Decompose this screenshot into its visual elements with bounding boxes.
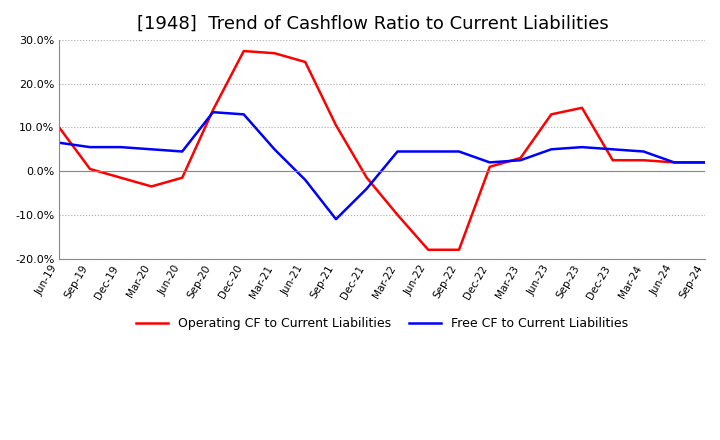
Operating CF to Current Liabilities bbox=[393, 212, 402, 217]
Operating CF to Current Liabilities bbox=[701, 160, 709, 165]
Operating CF to Current Liabilities bbox=[178, 175, 186, 180]
Free CF to Current Liabilities bbox=[301, 177, 310, 183]
Operating CF to Current Liabilities bbox=[577, 105, 586, 110]
Operating CF to Current Liabilities bbox=[516, 155, 525, 161]
Operating CF to Current Liabilities bbox=[547, 112, 556, 117]
Free CF to Current Liabilities bbox=[55, 140, 63, 145]
Free CF to Current Liabilities bbox=[86, 144, 94, 150]
Free CF to Current Liabilities bbox=[608, 147, 617, 152]
Operating CF to Current Liabilities bbox=[362, 175, 371, 180]
Free CF to Current Liabilities bbox=[516, 158, 525, 163]
Line: Free CF to Current Liabilities: Free CF to Current Liabilities bbox=[59, 112, 705, 219]
Free CF to Current Liabilities bbox=[240, 112, 248, 117]
Free CF to Current Liabilities bbox=[485, 160, 494, 165]
Operating CF to Current Liabilities bbox=[55, 125, 63, 130]
Legend: Operating CF to Current Liabilities, Free CF to Current Liabilities: Operating CF to Current Liabilities, Fre… bbox=[131, 312, 633, 335]
Operating CF to Current Liabilities bbox=[301, 59, 310, 65]
Free CF to Current Liabilities bbox=[577, 144, 586, 150]
Free CF to Current Liabilities bbox=[270, 147, 279, 152]
Operating CF to Current Liabilities bbox=[332, 123, 341, 128]
Free CF to Current Liabilities bbox=[701, 160, 709, 165]
Operating CF to Current Liabilities bbox=[117, 175, 125, 180]
Operating CF to Current Liabilities bbox=[209, 107, 217, 113]
Operating CF to Current Liabilities bbox=[240, 48, 248, 54]
Free CF to Current Liabilities bbox=[209, 110, 217, 115]
Operating CF to Current Liabilities bbox=[485, 164, 494, 169]
Free CF to Current Liabilities bbox=[332, 216, 341, 222]
Operating CF to Current Liabilities bbox=[670, 160, 678, 165]
Free CF to Current Liabilities bbox=[547, 147, 556, 152]
Free CF to Current Liabilities bbox=[393, 149, 402, 154]
Operating CF to Current Liabilities bbox=[86, 166, 94, 172]
Line: Operating CF to Current Liabilities: Operating CF to Current Liabilities bbox=[59, 51, 705, 250]
Operating CF to Current Liabilities bbox=[147, 184, 156, 189]
Text: [1948]  Trend of Cashflow Ratio to Current Liabilities: [1948] Trend of Cashflow Ratio to Curren… bbox=[137, 15, 608, 33]
Operating CF to Current Liabilities bbox=[608, 158, 617, 163]
Operating CF to Current Liabilities bbox=[270, 51, 279, 56]
Free CF to Current Liabilities bbox=[454, 149, 463, 154]
Free CF to Current Liabilities bbox=[670, 160, 678, 165]
Free CF to Current Liabilities bbox=[117, 144, 125, 150]
Operating CF to Current Liabilities bbox=[424, 247, 433, 253]
Free CF to Current Liabilities bbox=[639, 149, 648, 154]
Free CF to Current Liabilities bbox=[424, 149, 433, 154]
Free CF to Current Liabilities bbox=[147, 147, 156, 152]
Free CF to Current Liabilities bbox=[178, 149, 186, 154]
Operating CF to Current Liabilities bbox=[454, 247, 463, 253]
Free CF to Current Liabilities bbox=[362, 186, 371, 191]
Operating CF to Current Liabilities bbox=[639, 158, 648, 163]
